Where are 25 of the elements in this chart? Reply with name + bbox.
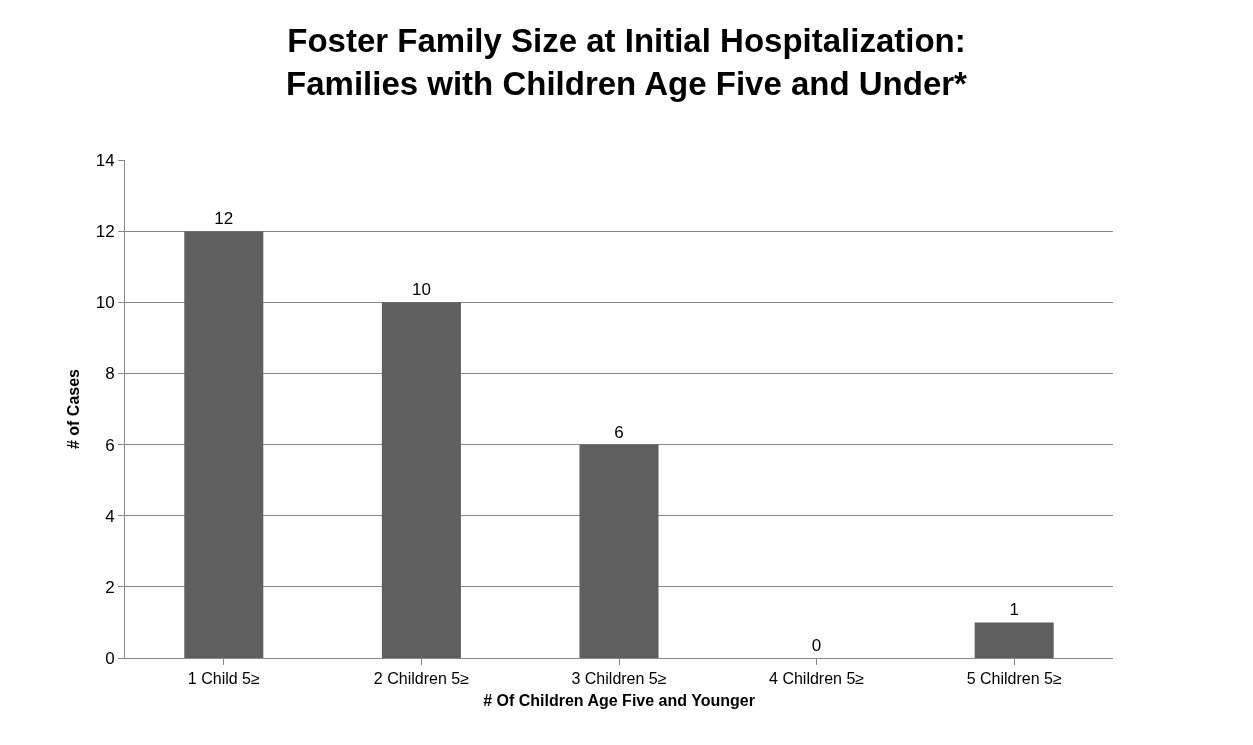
bar [974, 622, 1054, 658]
x-tick-label: 4 Children 5≥ [769, 670, 865, 688]
y-tick-label: 0 [105, 648, 115, 668]
x-axis-title: # Of Children Age Five and Younger [483, 691, 755, 709]
y-axis-title: # of Cases [64, 368, 82, 450]
bar [184, 231, 264, 658]
y-tick-label: 10 [95, 293, 115, 313]
bar [579, 444, 659, 658]
y-tick-label: 2 [105, 577, 115, 597]
data-label: 12 [214, 209, 234, 229]
x-tick-label: 5 Children 5≥ [966, 670, 1062, 688]
data-label: 0 [811, 636, 822, 655]
data-label: 6 [614, 422, 624, 442]
bar [381, 302, 461, 658]
y-tick-label: 14 [95, 150, 115, 170]
y-tick-label: 12 [95, 222, 115, 242]
y-tick-label: 4 [105, 506, 115, 526]
x-tick-label: 2 Children 5≥ [373, 670, 470, 688]
x-tick-label: 1 Child 5≥ [187, 670, 260, 688]
chart-title: Foster Family Size at Initial Hospitalization: Families with Children Age Five and Under* [286, 22, 968, 103]
data-label: 1 [1009, 600, 1019, 620]
data-label: 10 [411, 280, 431, 300]
y-tick-label: 6 [105, 435, 115, 455]
y-tick-label: 8 [105, 364, 115, 384]
x-tick-label: 3 Children 5≥ [571, 670, 667, 688]
